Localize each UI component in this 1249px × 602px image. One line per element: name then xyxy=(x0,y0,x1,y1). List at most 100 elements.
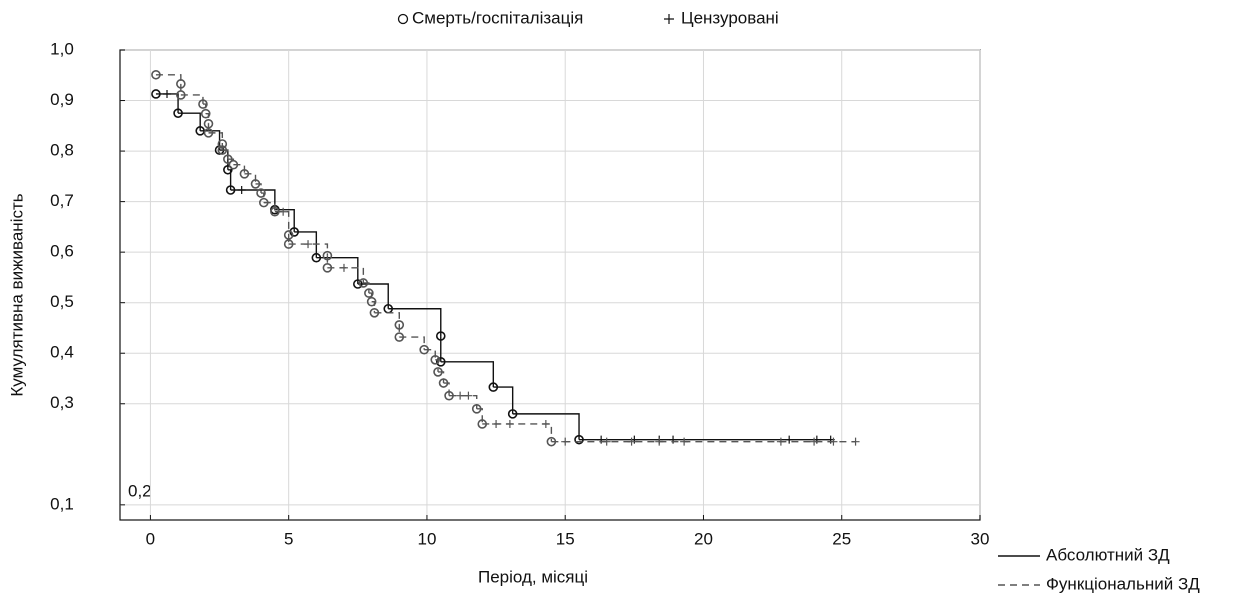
x-tick-label: 15 xyxy=(556,529,575,548)
event-marker xyxy=(435,357,446,367)
censor-marker xyxy=(464,391,473,400)
survival-step xyxy=(155,74,182,84)
x-tick-label: 10 xyxy=(417,529,436,548)
censor-marker xyxy=(492,419,501,428)
censor-marker xyxy=(163,89,172,98)
plot-frame xyxy=(119,49,981,521)
event-marker xyxy=(217,139,228,149)
survival-step xyxy=(493,386,514,414)
survival-step xyxy=(230,189,276,210)
survival-step xyxy=(261,192,265,203)
censor-marker xyxy=(279,207,288,216)
x-tick-label: 0 xyxy=(146,529,155,548)
event-marker xyxy=(250,179,261,189)
censor-marker xyxy=(851,437,860,446)
censor-marker xyxy=(304,240,313,249)
event-marker xyxy=(223,164,233,175)
censor-marker xyxy=(669,435,678,444)
censor-marker xyxy=(829,437,838,446)
y-tick-label: 0,6 xyxy=(50,242,74,261)
event-marker xyxy=(198,99,208,109)
event-marker xyxy=(430,354,441,365)
survival-step xyxy=(476,408,483,424)
event-marker xyxy=(176,90,186,100)
survival-step xyxy=(180,94,204,105)
y-tick-label: 0,5 xyxy=(50,292,74,311)
censor-marker xyxy=(561,437,570,446)
event-marker xyxy=(239,169,250,179)
survival-step xyxy=(227,158,235,165)
event-marker xyxy=(258,197,269,208)
event-marker xyxy=(435,331,446,341)
event-marker xyxy=(203,118,214,129)
censor-marker xyxy=(339,263,348,272)
event-marker xyxy=(394,320,405,330)
y-tick-label: 0,9 xyxy=(50,90,74,109)
y-axis-title: Кумулятивна виживаність xyxy=(7,193,26,396)
event-marker xyxy=(353,279,363,289)
x-tick-label: 20 xyxy=(694,529,713,548)
event-marker xyxy=(477,419,488,429)
survival-step xyxy=(388,308,442,337)
event-marker xyxy=(151,89,161,99)
survival-step xyxy=(482,423,553,442)
legend-label: Смерть/госпіталізація xyxy=(412,8,583,27)
event-marker xyxy=(151,69,161,80)
survival-step xyxy=(263,201,276,212)
event-marker xyxy=(311,252,322,263)
legend-label: Функціональний ЗД xyxy=(1046,574,1200,593)
event-marker xyxy=(256,188,266,198)
annotation: 0,2 xyxy=(128,481,152,500)
y-tick-label: 0,1 xyxy=(50,494,74,513)
event-marker xyxy=(283,230,294,240)
event-marker xyxy=(200,108,211,119)
survival-step xyxy=(200,130,221,151)
censor-marker xyxy=(541,419,550,428)
event-marker xyxy=(223,154,233,164)
survival-step xyxy=(374,312,400,325)
event-marker xyxy=(444,390,454,401)
survival-step xyxy=(222,149,229,160)
survival-step xyxy=(435,359,439,372)
event-marker xyxy=(364,288,374,298)
event-marker xyxy=(394,332,405,342)
event-marker xyxy=(176,79,186,89)
survival-step xyxy=(288,243,329,256)
y-tick-label: 1,0 xyxy=(50,39,74,58)
survival-step xyxy=(368,292,373,302)
survival-step xyxy=(233,164,246,174)
survival-step xyxy=(294,231,318,258)
survival-step xyxy=(424,348,436,360)
y-tick-label: 0,7 xyxy=(50,191,74,210)
censor-marker xyxy=(505,419,514,428)
x-tick-label: 25 xyxy=(832,529,851,548)
censor-marker xyxy=(627,437,636,446)
survival-step xyxy=(205,112,210,124)
survival-step xyxy=(399,336,425,350)
censor-marker xyxy=(785,435,794,444)
y-tick-label: 0,8 xyxy=(50,141,74,160)
survival-step xyxy=(255,183,262,194)
event-marker xyxy=(488,382,499,392)
event-marker xyxy=(419,344,429,355)
x-axis-title: Період, місяці xyxy=(478,567,588,586)
survival-step xyxy=(244,173,257,184)
event-marker xyxy=(507,409,518,419)
survival-step xyxy=(227,169,232,190)
y-tick-label: 0,3 xyxy=(50,393,74,412)
legend-label: Абсолютний ЗД xyxy=(1046,545,1170,564)
event-marker xyxy=(358,278,369,288)
event-marker xyxy=(433,367,443,377)
legend-censor-marker xyxy=(664,14,674,24)
censor-marker xyxy=(237,185,246,194)
legend-label: Цензуровані xyxy=(681,8,779,27)
censor-marker xyxy=(597,435,606,444)
event-marker xyxy=(173,108,183,118)
event-marker xyxy=(203,128,214,138)
survival-step xyxy=(202,103,207,114)
event-marker xyxy=(366,296,377,307)
event-marker xyxy=(369,307,380,318)
censor-marker xyxy=(776,437,785,446)
